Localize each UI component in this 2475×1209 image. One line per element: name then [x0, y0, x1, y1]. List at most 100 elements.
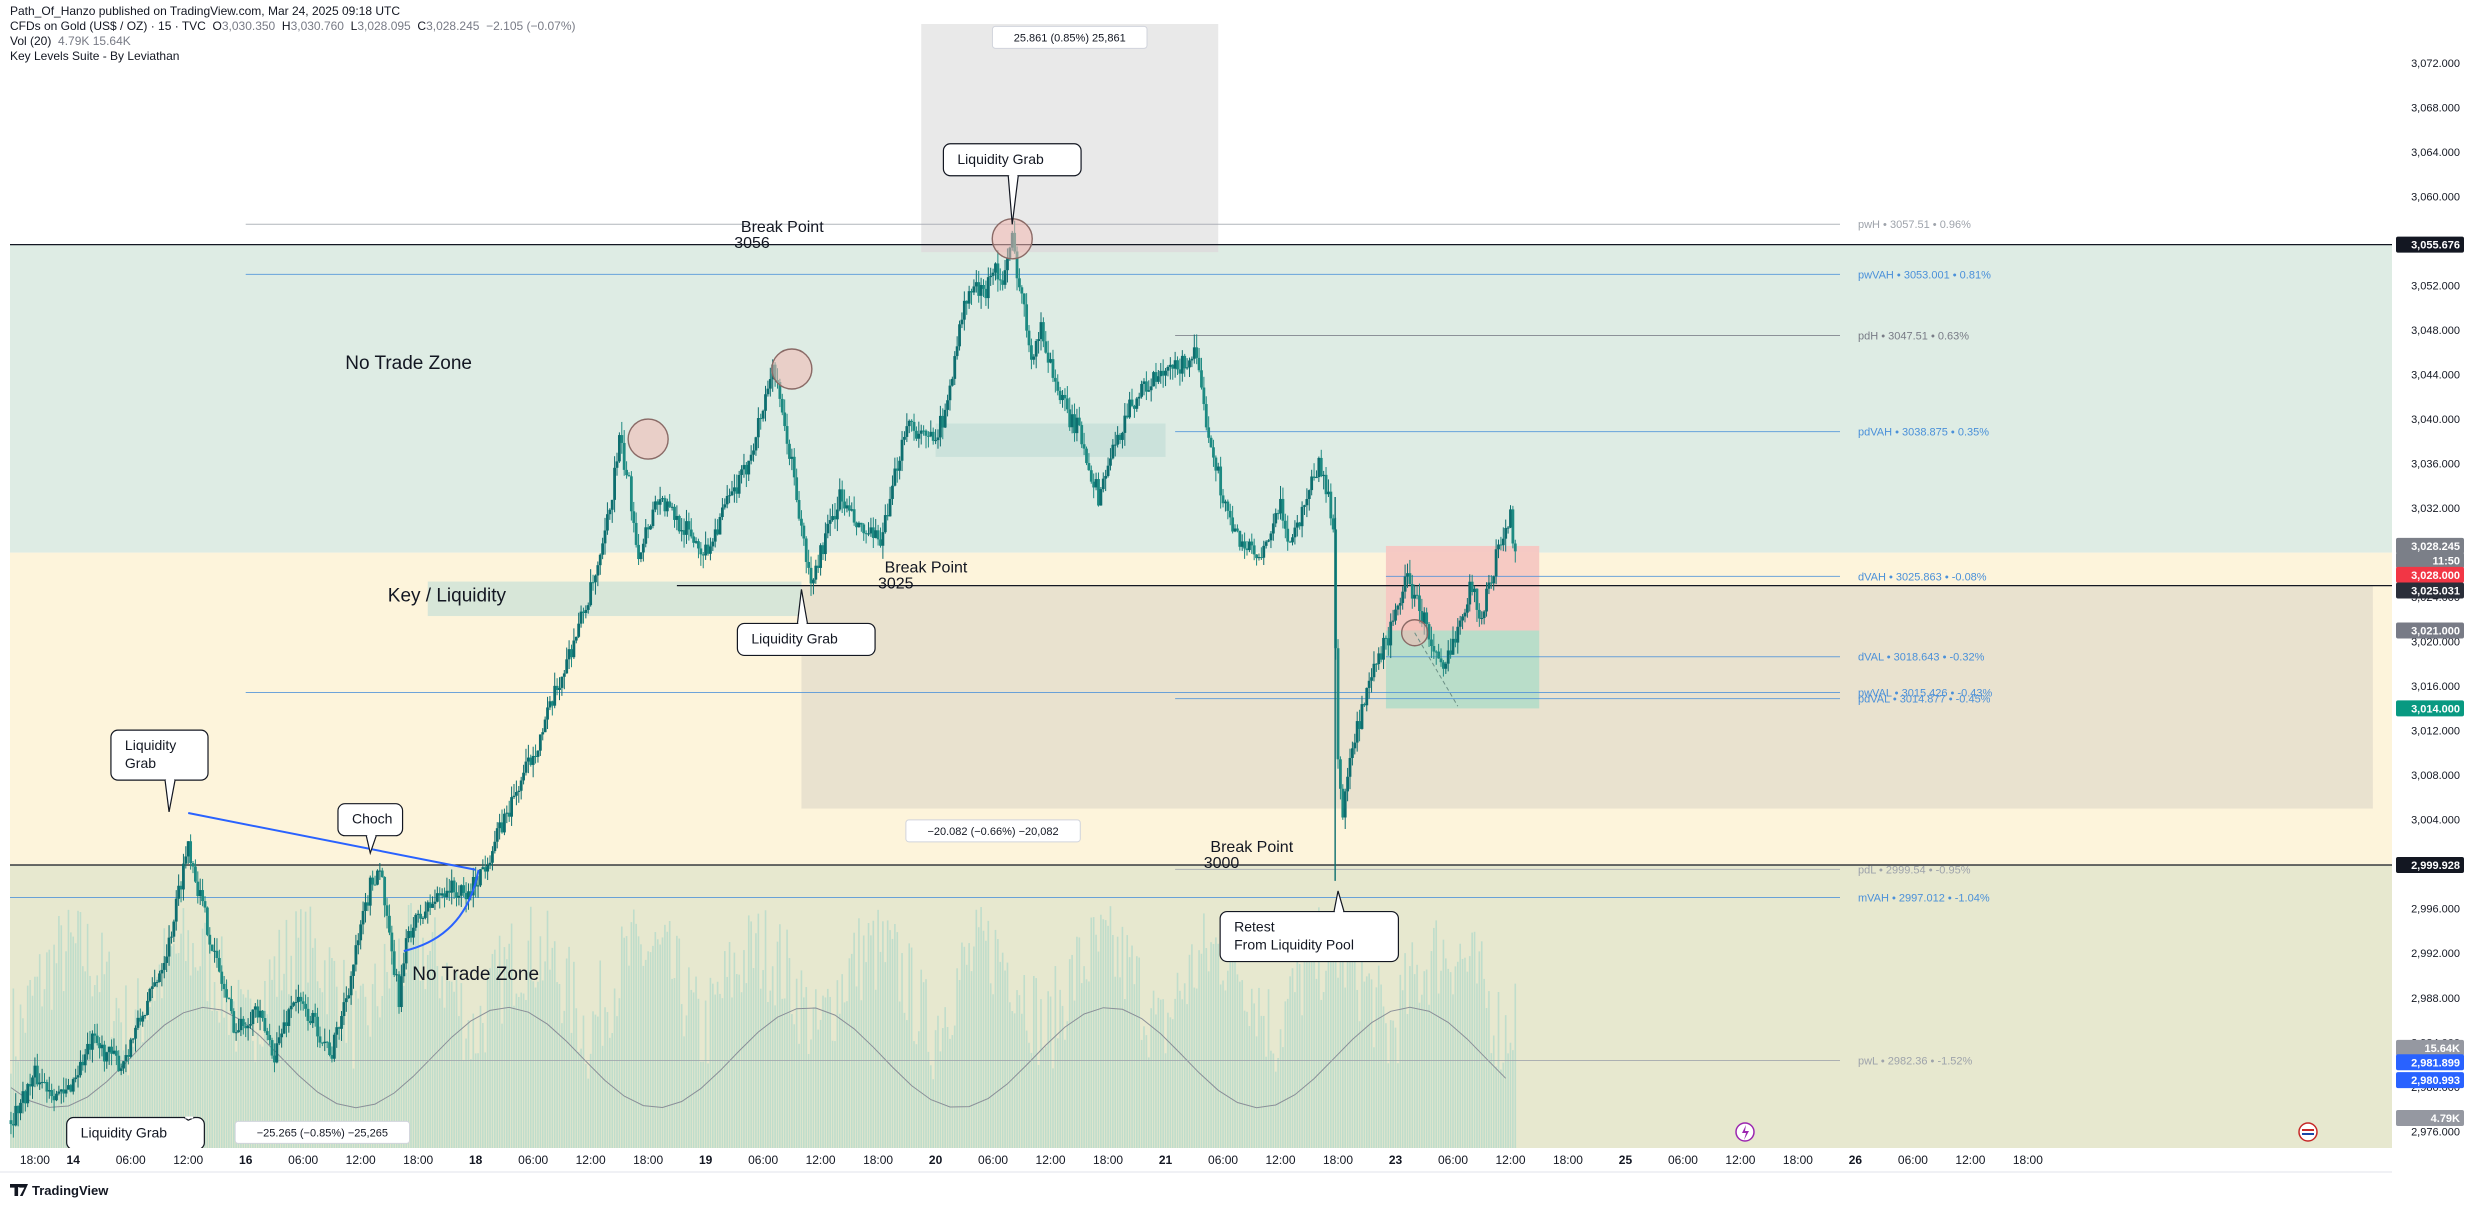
volume-bar [855, 986, 858, 1148]
volume-bar [1342, 927, 1344, 1148]
level-label-mVAH: mVAH • 2997.012 • -1.04% [1858, 892, 1990, 904]
volume-bar [1394, 1027, 1397, 1148]
candle-body [1430, 639, 1433, 647]
candle-body [1238, 530, 1242, 547]
candle-body [409, 930, 413, 938]
candle-body [1231, 517, 1235, 532]
volume-bar [1315, 978, 1318, 1148]
price-marker-bg [2396, 566, 2464, 583]
candle-body [124, 1055, 128, 1062]
volume-bar [1409, 966, 1411, 1148]
volume-bar [494, 949, 496, 1148]
volume-bar [261, 1046, 264, 1148]
volume-bar [580, 1048, 582, 1148]
candle-body [1216, 466, 1220, 471]
candle-body [742, 464, 746, 470]
volume-bar [438, 998, 441, 1148]
time-tick-label: 06:00 [978, 1153, 1008, 1167]
volume-bar [707, 1063, 709, 1148]
time-tick-label: 19 [699, 1153, 713, 1167]
volume-bar [1442, 939, 1445, 1148]
volume-bar [426, 954, 429, 1148]
volume-bar [386, 972, 388, 1148]
volume-bar [1035, 978, 1037, 1148]
candle-body [503, 813, 506, 833]
us-flag-stripe-icon [2302, 1129, 2314, 1131]
candle-body [653, 501, 657, 510]
volume-bar [616, 1016, 618, 1148]
volume-bar [1488, 991, 1490, 1148]
candle-body [179, 885, 183, 890]
volume-bar [937, 1015, 939, 1148]
price-axis[interactable]: 2,976.0002,980.0002,984.0002,988.0002,99… [2392, 0, 2475, 1170]
candle-body [610, 499, 614, 510]
candle-body [864, 533, 868, 535]
time-axis[interactable]: 18:00 14 06:00 12:00 16 06:00 12:00 18:00 18 06:0… [0, 1122, 2475, 1173]
volume-bar [1061, 1005, 1064, 1148]
volume-bar [836, 980, 839, 1148]
candle-body [452, 880, 456, 893]
candle-body [807, 561, 811, 568]
candle-body [469, 891, 473, 896]
candle-body [814, 565, 818, 580]
volume-bar [522, 993, 525, 1148]
volume-bar [678, 938, 681, 1148]
volume-bar [309, 906, 312, 1148]
candle-body [1101, 478, 1105, 490]
volume-bar [1162, 999, 1164, 1148]
candle-body [1233, 528, 1237, 532]
ohlc-low: 3,028.095 [357, 19, 411, 33]
volume-bar [1270, 1050, 1272, 1148]
time-tick-label: 12:00 [346, 1153, 376, 1167]
candle-body [1501, 538, 1505, 546]
volume-bar [788, 958, 791, 1148]
volume-values: 4.79K 15.64K [58, 34, 131, 48]
candle-body [828, 520, 832, 524]
candle-body [481, 867, 485, 870]
volume-bar [1021, 1013, 1023, 1148]
volume-bar [958, 980, 961, 1148]
volume-bar [43, 989, 46, 1148]
candle-body [833, 516, 837, 520]
volume-bar [347, 993, 350, 1148]
ohlc-high-label: H [281, 19, 291, 33]
volume-bar [656, 939, 659, 1148]
volume-label[interactable]: Vol (20) [10, 34, 52, 48]
volume-bar [211, 1010, 213, 1148]
volume-bar [877, 909, 879, 1148]
candle-body [26, 1084, 30, 1104]
time-tick-label: 12:00 [576, 1153, 606, 1167]
publisher-line: Path_Of_Hanzo published on TradingView.c… [10, 4, 400, 18]
volume-bar [185, 961, 187, 1148]
indicator-name[interactable]: Key Levels Suite - By Leviathan [10, 49, 180, 63]
range-measure-top [921, 24, 1219, 245]
candle-body [560, 676, 564, 688]
candle-body [725, 495, 729, 505]
symbol-title[interactable]: CFDs on Gold (US$ / OZ) · 15 · TVC [10, 19, 206, 33]
volume-bar [156, 976, 158, 1148]
volume-bar [1145, 1035, 1148, 1148]
volume-bar [170, 946, 173, 1148]
volume-bar [594, 1014, 597, 1148]
candle-body [423, 911, 427, 918]
volume-bar [752, 968, 755, 1148]
candle-body [586, 605, 590, 610]
candle-body [998, 279, 1002, 281]
candle-body [577, 623, 581, 637]
candle-body [229, 998, 233, 1012]
price-tick-label: 3,032.000 [2411, 503, 2460, 515]
volume-bar [824, 997, 827, 1148]
candle-body [1312, 476, 1316, 478]
volume-bar [886, 920, 889, 1148]
ohlc-open-label: O [212, 19, 222, 33]
volume-bar [843, 1002, 846, 1148]
candle-body [373, 884, 377, 886]
volume-bar [838, 1013, 841, 1148]
volume-bar [774, 1005, 776, 1148]
footer-brand[interactable]: TradingView [10, 1183, 108, 1198]
volume-bar [53, 944, 55, 1148]
candle-body [912, 421, 916, 431]
candle-body [1427, 624, 1431, 640]
volume-bar [450, 981, 453, 1148]
